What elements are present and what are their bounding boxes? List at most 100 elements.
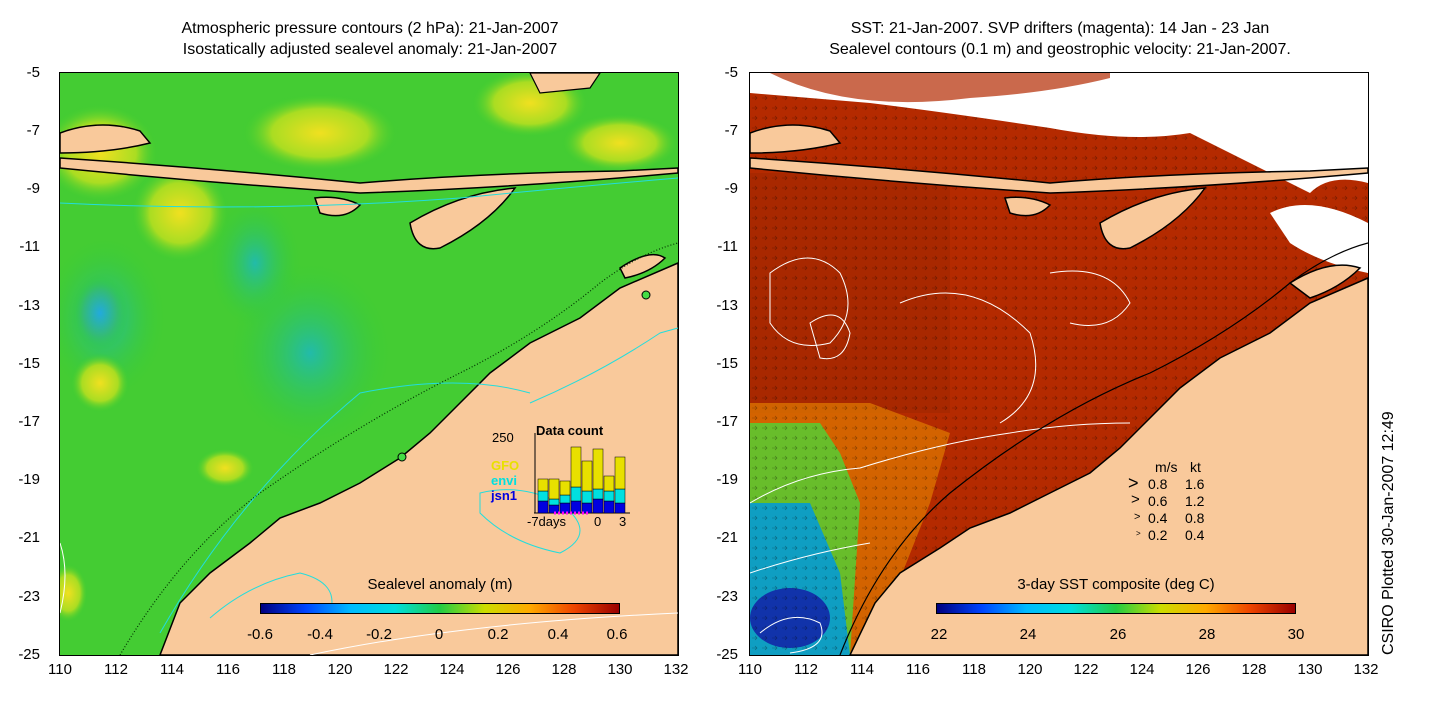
right-ytick: -15 — [716, 355, 738, 372]
left-ytick: -17 — [18, 413, 40, 430]
legend-jsn1: jsn1 — [491, 488, 518, 503]
left-ytick: -7 — [26, 122, 40, 139]
right-cb-label: 28 — [1198, 626, 1216, 643]
left-ytick: -15 — [18, 355, 40, 372]
right-ytick: -11 — [717, 238, 738, 255]
left-xtick: 118 — [272, 661, 296, 678]
count-bar-jsn1 — [603, 500, 615, 514]
left-xtick: 116 — [216, 661, 240, 678]
left-ytick: -13 — [18, 297, 40, 314]
left-xtick: 130 — [607, 661, 633, 678]
data-count-xlabel-left: -7days — [527, 514, 567, 529]
right-ytick: -7 — [724, 122, 738, 139]
right-xtick: 118 — [962, 661, 986, 678]
right-xtick: 124 — [1129, 661, 1155, 678]
right-xtick: 130 — [1297, 661, 1323, 678]
right-xtick: 112 — [794, 661, 818, 678]
right-cb-label: 30 — [1287, 626, 1305, 643]
right-ytick: -19 — [716, 471, 738, 488]
count-bar-envi — [581, 490, 593, 504]
data-count-xlabel-mid: 0 — [594, 514, 602, 529]
velocity-legend-kt: 0.8 — [1185, 510, 1205, 526]
count-bar-jsn1 — [559, 502, 571, 514]
right-xtick: 122 — [1073, 661, 1099, 678]
count-bar-GFO — [592, 448, 604, 490]
left-ytick: -11 — [19, 238, 40, 255]
velocity-legend-kt: 1.6 — [1185, 476, 1205, 492]
sst-colorbar — [936, 603, 1296, 614]
sealevel-anomaly-map: Sealevel anomaly (m) -0.6 -0.4 -0.2 0 0.… — [59, 72, 679, 656]
count-bar-jsn1 — [592, 498, 604, 514]
left-cb-label: -0.4 — [307, 626, 333, 643]
velocity-legend-kt: 0.4 — [1185, 527, 1205, 543]
left-xtick: 120 — [327, 661, 353, 678]
count-bar-GFO — [548, 478, 560, 500]
left-ytick: -25 — [18, 646, 40, 663]
sealevel-map-graphic — [60, 73, 678, 655]
left-ytick: -9 — [26, 180, 40, 197]
legend-gfo: GFO — [491, 458, 520, 473]
left-xtick: 112 — [104, 661, 128, 678]
left-colorbar-title: Sealevel anomaly (m) — [367, 576, 513, 593]
count-bar-GFO — [603, 475, 615, 492]
sst-map: m/s kt > 0.8 1.6 > 0.6 1.2 > 0.4 0.8 > 0… — [749, 72, 1369, 656]
left-cb-label: 0.6 — [606, 626, 628, 643]
data-count-xlabel-right: 3 — [619, 514, 627, 529]
left-title-line2: Isostatically adjusted sealevel anomaly:… — [182, 41, 558, 58]
velocity-legend-header-kt: kt — [1190, 459, 1201, 475]
right-cb-label: 26 — [1109, 626, 1127, 643]
velocity-legend-ms: 0.6 — [1148, 493, 1168, 509]
velocity-legend-header-ms: m/s — [1155, 459, 1178, 475]
count-bar-GFO — [537, 478, 549, 492]
count-bar-GFO — [581, 460, 593, 492]
left-xtick: 132 — [663, 661, 689, 678]
left-cb-label: -0.2 — [366, 626, 392, 643]
count-bar-envi — [548, 498, 560, 506]
right-xtick: 110 — [738, 661, 762, 678]
right-ytick: -9 — [724, 180, 738, 197]
sealevel-colorbar — [260, 603, 620, 614]
sst-map-graphic — [750, 73, 1368, 655]
left-cb-label: 0.4 — [547, 626, 569, 643]
count-bar-jsn1 — [537, 500, 549, 514]
velocity-legend-ms: 0.4 — [1148, 510, 1168, 526]
velocity-legend-ms: 0.2 — [1148, 527, 1168, 543]
count-bar-envi — [559, 494, 571, 504]
data-count-ymax: 250 — [492, 430, 514, 445]
plot-credit: CSIRO Plotted 30-Jan-2007 12:49 — [1380, 411, 1397, 655]
left-xtick: 126 — [495, 661, 521, 678]
count-bar-GFO — [614, 456, 626, 490]
velocity-legend-kt: 1.2 — [1185, 493, 1205, 509]
left-cb-label: -0.6 — [247, 626, 273, 643]
left-xtick: 110 — [48, 661, 72, 678]
left-ytick: -21 — [18, 529, 40, 546]
data-count-bars — [534, 433, 630, 515]
right-ytick: -17 — [716, 413, 738, 430]
right-colorbar-title: 3-day SST composite (deg C) — [1017, 576, 1215, 593]
legend-envi: envi — [491, 473, 518, 488]
left-xtick: 114 — [160, 661, 184, 678]
right-ytick: -13 — [716, 297, 738, 314]
count-bar-jsn1 — [570, 500, 582, 514]
right-xtick: 116 — [906, 661, 930, 678]
right-ytick: -25 — [716, 646, 738, 663]
left-cb-label: 0 — [434, 626, 444, 643]
left-ytick: -5 — [26, 64, 40, 81]
right-xtick: 114 — [850, 661, 874, 678]
data-count-title: Data count — [536, 423, 604, 438]
count-bar-GFO — [570, 446, 582, 488]
right-title-line2: Sealevel contours (0.1 m) and geostrophi… — [829, 41, 1291, 58]
count-bar-envi — [592, 488, 604, 500]
count-bar-GFO — [559, 480, 571, 496]
right-ytick: -21 — [716, 529, 738, 546]
left-ytick: -19 — [18, 471, 40, 488]
left-ytick: -23 — [18, 588, 40, 605]
left-xtick: 122 — [383, 661, 409, 678]
velocity-arrow-icon: > — [1128, 473, 1139, 493]
count-bar-envi — [614, 488, 626, 504]
right-xtick: 120 — [1017, 661, 1043, 678]
velocity-arrow-icon: > — [1134, 511, 1141, 523]
right-cb-label: 22 — [930, 626, 948, 643]
right-ytick: -23 — [716, 588, 738, 605]
count-bar-envi — [570, 486, 582, 502]
